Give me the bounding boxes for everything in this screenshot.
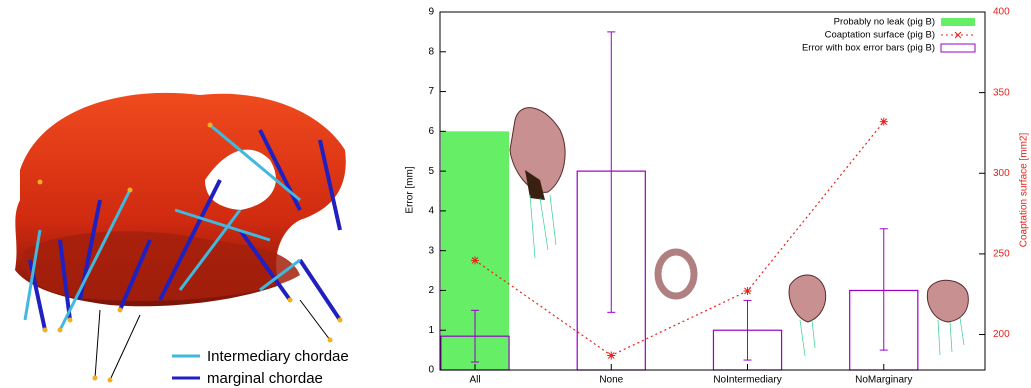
y-tick-label: 4 (428, 206, 434, 217)
plot-frame (439, 11, 986, 371)
y-tick-label: 7 (428, 86, 434, 97)
y-tick-label: 0 (428, 365, 434, 376)
point (743, 286, 752, 295)
y-tick-label: 5 (428, 166, 434, 177)
y-tick-label: 6 (428, 126, 434, 137)
y2-tick-label: 200 (993, 329, 1010, 340)
y-axis-label: Error [mm] (405, 166, 416, 213)
y-tick-label: 1 (428, 325, 434, 336)
valve-insets (509, 107, 969, 357)
x-tick-label: None (599, 375, 623, 386)
legend-swatch (941, 18, 975, 26)
x-tick-label: NoIntermediary (713, 375, 781, 386)
points (37, 122, 343, 383)
point (879, 117, 888, 126)
y-tick-label: 3 (428, 245, 434, 256)
y2-axis-label: Coaptation surface [mm2] (1019, 133, 1030, 248)
x-tick-label: NoMarginary (855, 375, 912, 386)
y-tick-label: 8 (428, 46, 434, 57)
valve-lower (24, 231, 300, 301)
x-tick-label: All (469, 375, 480, 386)
point (471, 256, 480, 265)
intermediary-chordae (23, 123, 301, 331)
legend-label: Intermediary chordae (207, 348, 349, 365)
point (607, 351, 616, 360)
y2-tick-label: 250 (993, 249, 1010, 260)
chordae-lines (94, 299, 331, 381)
legend-label: Error with box error bars (pig B) (802, 43, 935, 54)
y2-tick-label: 350 (993, 87, 1010, 98)
y-tick-label: 9 (428, 7, 434, 18)
y2-tick-label: 400 (993, 7, 1010, 18)
legend-label: marginal chordae (207, 370, 323, 387)
legend-label: Coaptation surface (pig B) (825, 30, 935, 41)
y-tick-label: 2 (428, 285, 434, 296)
valve-render: Intermediary chordae marginal chordae (15, 92, 349, 387)
y2-tick-label: 300 (993, 168, 1010, 179)
chart: Error [mm] Coaptation surface [mm2] 0 1 2 3… (405, 7, 1030, 386)
legend-swatch (954, 31, 962, 39)
legend-swatch (940, 43, 976, 53)
legend-label: Probably no leak (pig B) (834, 17, 935, 28)
line (474, 121, 885, 357)
